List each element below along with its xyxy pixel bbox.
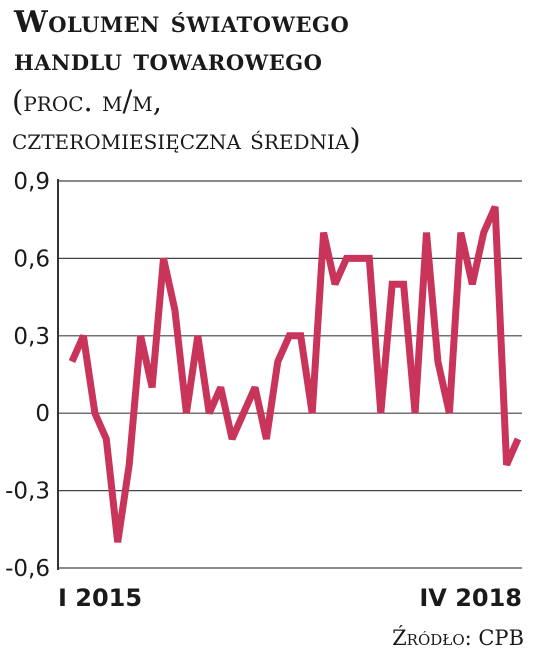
chart-subtitle-line-1: (proc. m/m, [12,84,162,118]
x-axis-labels: I 2015 IV 2018 [58,584,522,612]
grid-lines [57,179,522,570]
y-tick-label: 0,3 [13,324,50,350]
y-axis-labels: 0,9 0,6 0,3 0 -0,3 -0,6 [5,169,50,582]
series-group [68,205,522,543]
y-tick-label: 0,9 [13,169,50,195]
chart-title: Wolumen światowego handlu towarowego [14,4,524,80]
chart-subtitle-line-2: czteromiesięczna średnia) [12,122,361,156]
y-tick-label: 0,6 [13,246,50,272]
chart-subtitle: (proc. m/m, czteromiesięczna średnia) [12,82,532,158]
source-note: Źródło: CPB [392,626,524,650]
chart-title-line-1: Wolumen światowego [14,5,350,40]
y-tick-label: -0,6 [5,556,50,582]
chart-title-line-2: handlu towarowego [14,43,323,78]
x-label-end: IV 2018 [419,584,522,612]
y-tick-label: -0,3 [5,479,50,505]
y-tick-label: 0 [35,401,50,427]
x-label-start: I 2015 [58,584,142,612]
series-line [68,205,522,543]
